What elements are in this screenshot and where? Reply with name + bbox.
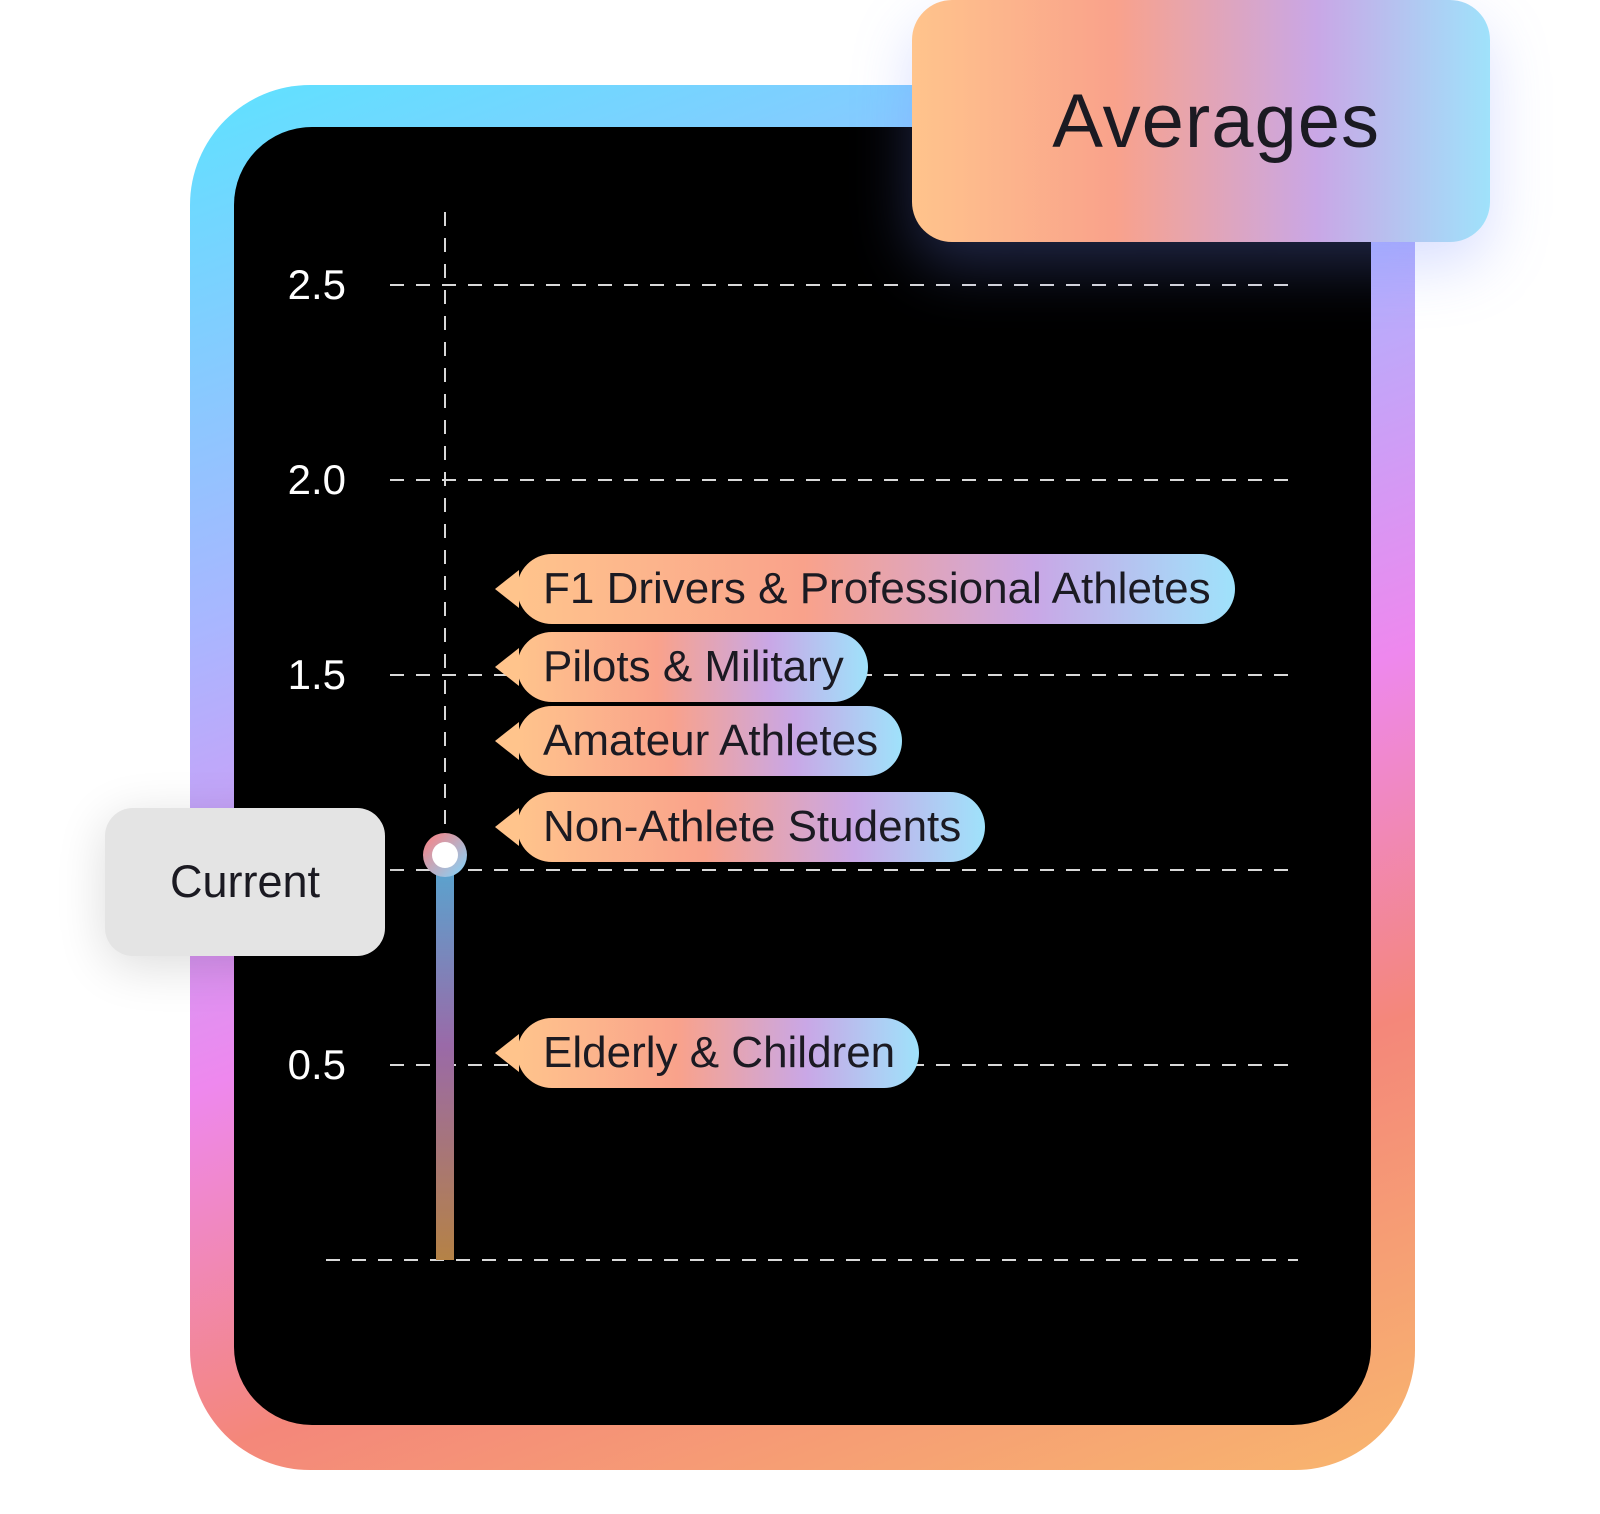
reference-callout: Elderly & Children: [517, 1018, 920, 1089]
reference-label: Amateur Athletes: [543, 716, 879, 766]
current-value-bar: [436, 870, 454, 1260]
reference-callout: Amateur Athletes: [517, 706, 903, 777]
reference-label: Pilots & Military: [543, 642, 844, 692]
current-label-card: Current: [105, 808, 385, 956]
reference-callout: Non-Athlete Students: [517, 792, 986, 863]
chart-title: Averages: [1052, 78, 1380, 164]
reference-callout: Pilots & Military: [517, 632, 868, 703]
y-tick-label: 1.5: [287, 651, 346, 698]
reference-label: Non-Athlete Students: [543, 802, 962, 852]
reference-callout: F1 Drivers & Professional Athletes: [517, 554, 1235, 625]
reference-label: F1 Drivers & Professional Athletes: [543, 564, 1211, 614]
current-label: Current: [169, 856, 321, 907]
y-tick-label: 0.5: [287, 1041, 346, 1088]
current-marker-dot: [432, 842, 458, 868]
y-tick-label: 2.5: [287, 261, 346, 308]
reference-label: Elderly & Children: [543, 1028, 896, 1078]
title-card: Averages: [912, 0, 1490, 242]
y-tick-label: 2.0: [287, 456, 346, 503]
